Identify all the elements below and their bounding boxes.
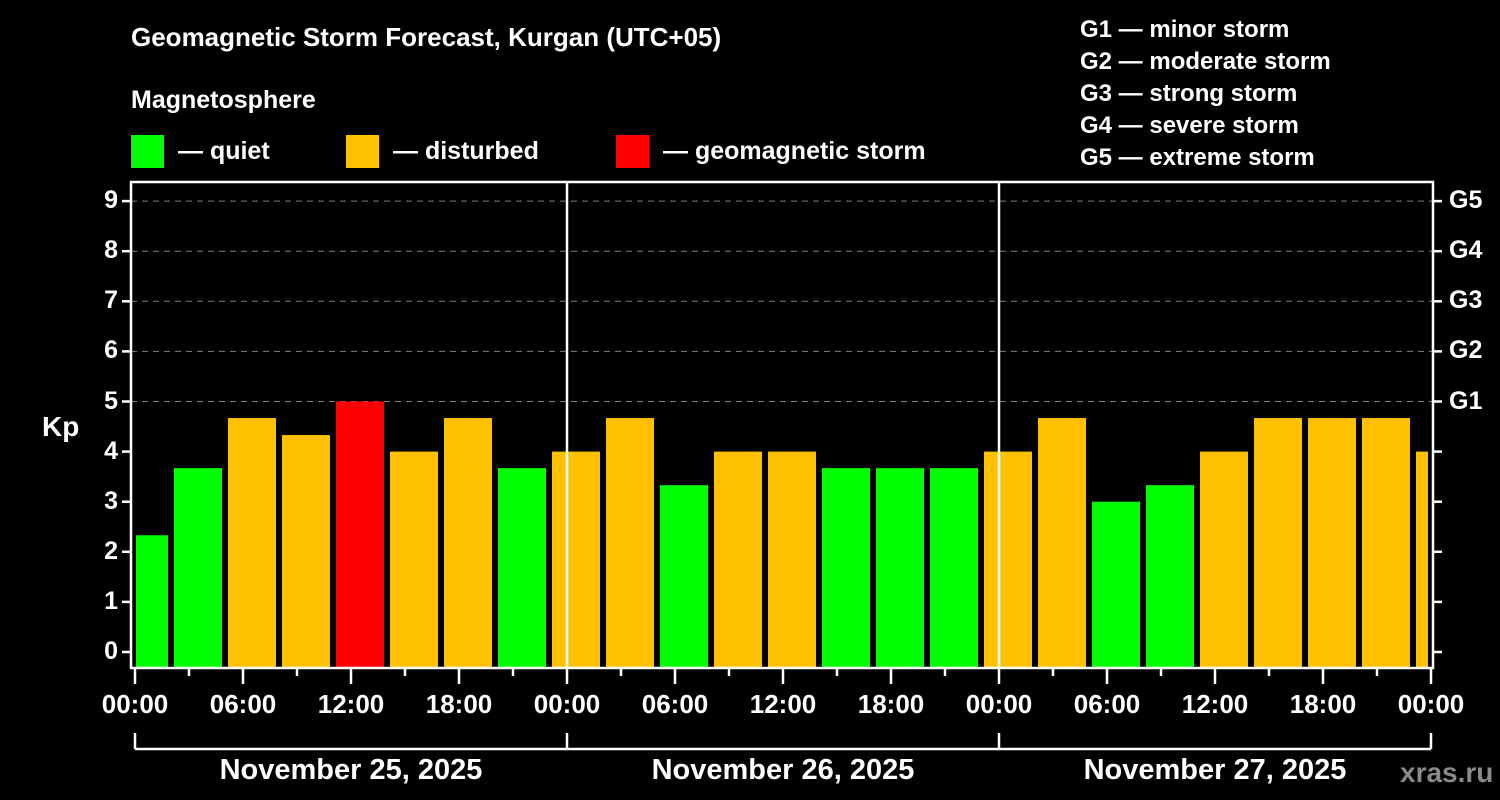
bars [136, 401, 1428, 668]
x-tick-label: 00:00 [1397, 689, 1465, 719]
kp-bar [390, 451, 438, 668]
x-tick-label: 12:00 [1181, 689, 1249, 719]
x-tick-label: 00:00 [965, 689, 1033, 719]
g-tick-label: G2 [1449, 336, 1483, 365]
kp-bar [1416, 451, 1428, 668]
y-tick-label: 4 [104, 436, 118, 465]
kp-bar [1038, 418, 1086, 668]
y-tick-label: 0 [104, 637, 118, 665]
g-tick-label: G4 [1449, 236, 1483, 265]
legend-disturbed: — disturbed [346, 134, 539, 168]
date-label: November 25, 2025 [219, 754, 483, 786]
legend-storm: — geomagnetic storm [616, 134, 926, 168]
y-axis-title: Kp [42, 411, 80, 442]
g-tick-label: G5 [1449, 186, 1483, 215]
x-tick-label: 00:00 [101, 689, 169, 719]
watermark: xras.ru [1400, 757, 1494, 788]
kp-bar [1146, 485, 1194, 668]
x-tick-label: 06:00 [1073, 689, 1141, 719]
kp-bar [1254, 418, 1302, 668]
plot-frame [122, 180, 1442, 751]
x-tick-label: 18:00 [425, 689, 493, 719]
kp-bar [444, 418, 492, 668]
kp-bar [984, 451, 1032, 668]
legend-storm-label: — geomagnetic storm [663, 136, 926, 165]
legend-disturbed-label: — disturbed [393, 136, 539, 165]
kp-bar [228, 418, 276, 668]
y-tick-label: 7 [104, 286, 118, 315]
storm-swatch-icon [616, 134, 649, 168]
g-legend-item: G3 — strong storm [1080, 80, 1298, 107]
g-tick-label: G1 [1449, 386, 1483, 415]
x-tick-label: 18:00 [857, 689, 925, 719]
kp-bar [498, 468, 546, 668]
kp-bar [930, 468, 978, 668]
kp-bar [768, 451, 816, 668]
kp-bar [606, 418, 654, 668]
y-tick-label: 5 [104, 386, 118, 415]
kp-bar [1092, 501, 1140, 668]
y-tick-label: 1 [104, 586, 118, 615]
chart-title: Geomagnetic Storm Forecast, Kurgan (UTC+… [131, 22, 722, 52]
kp-bar [660, 485, 708, 668]
kp-bar [136, 535, 168, 668]
y-tick-label: 3 [104, 486, 118, 515]
y-tick-label: 6 [104, 336, 118, 365]
kp-bar [822, 468, 870, 668]
disturbed-swatch-icon [346, 134, 379, 168]
kp-bar [336, 401, 384, 668]
x-tick-label: 06:00 [641, 689, 709, 719]
g-legend-item: G1 — minor storm [1080, 16, 1290, 43]
y-tick-label: 8 [104, 236, 118, 265]
kp-bar [1362, 418, 1410, 668]
g-tick-label: G3 [1449, 286, 1483, 315]
legend-subtitle: Magnetosphere [131, 86, 316, 114]
kp-bar [282, 435, 330, 668]
legend-quiet: — quiet [131, 134, 270, 168]
y-tick-label: 9 [104, 186, 118, 215]
x-tick-label: 18:00 [1289, 689, 1357, 719]
g-legend-item: G5 — extreme storm [1080, 144, 1315, 171]
kp-bar [174, 468, 222, 668]
x-tick-label: 12:00 [317, 689, 385, 719]
x-tick-label: 00:00 [533, 689, 601, 719]
g-scale-legend: G1 — minor storm G2 — moderate storm G3 … [1080, 14, 1331, 174]
kp-bar [1200, 451, 1248, 668]
x-tick-label: 06:00 [209, 689, 277, 719]
quiet-swatch-icon [131, 134, 164, 168]
y-tick-label: 2 [104, 536, 118, 565]
kp-bar [1308, 418, 1356, 668]
grid-lines [131, 200, 1433, 402]
g-legend-item: G2 — moderate storm [1080, 48, 1331, 75]
legend-quiet-label: — quiet [178, 136, 270, 165]
g-legend-item: G4 — severe storm [1080, 112, 1299, 139]
kp-bar [876, 468, 924, 668]
date-label: November 27, 2025 [1083, 754, 1347, 786]
kp-bar [714, 451, 762, 668]
date-label: November 26, 2025 [651, 754, 915, 786]
kp-bar [552, 451, 600, 668]
x-tick-label: 12:00 [749, 689, 817, 719]
